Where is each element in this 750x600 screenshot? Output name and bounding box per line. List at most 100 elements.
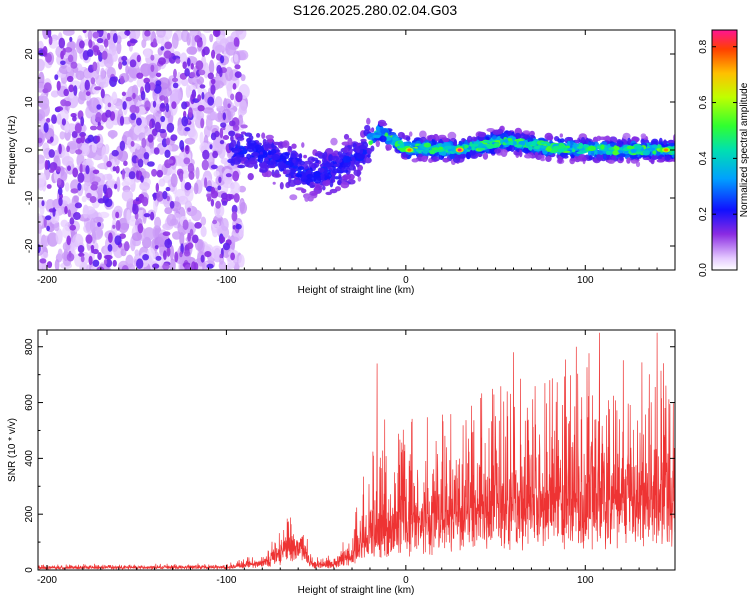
spectrogram-signal-blob [626, 145, 635, 150]
spectrogram-noise-blob [97, 222, 102, 227]
spectrogram-signal-blob [664, 155, 671, 161]
spectrogram-signal-blob [611, 155, 617, 160]
spectrogram-signal-blob [408, 131, 413, 137]
spectrogram-signal-blob [557, 155, 563, 164]
spectrogram-signal-blob [469, 141, 473, 147]
snr-x-tick-label: -100 [216, 575, 236, 586]
spectrogram-signal-blob [236, 136, 245, 141]
spectrogram-noise-blob [72, 115, 77, 122]
spectrogram-signal-blob [464, 144, 469, 149]
spectrogram-noise-blob [143, 77, 150, 84]
spectrogram-noise-blob [82, 30, 87, 34]
spectrogram-noise-blob [206, 193, 212, 198]
spectrogram-signal-blob [366, 117, 371, 125]
spectrogram-noise-blob [46, 117, 51, 123]
spectrogram-signal-blob [485, 136, 490, 141]
spectrogram-noise-blob [107, 178, 116, 189]
spectrogram-signal-blob [353, 169, 362, 177]
spectrogram-signal-blob [317, 167, 325, 174]
spectrogram-signal-blob [650, 138, 659, 147]
spectrogram-signal-blob [449, 152, 455, 160]
spectrogram-signal-blob [560, 138, 565, 143]
spectrogram-signal-blob [305, 180, 311, 185]
spectrogram-noise-blob [88, 39, 93, 48]
spectrogram-signal-blob [372, 134, 382, 139]
spectrogram-signal-blob [477, 131, 487, 138]
spectrogram-x-tick-label: 100 [577, 275, 594, 286]
spectrogram-signal-blob [562, 155, 569, 159]
spectrogram-noise-blob [85, 234, 93, 244]
spectrogram-signal-blob [346, 173, 355, 181]
spectrogram-noise-blob [136, 117, 142, 126]
spectrogram-noise-blob [189, 228, 194, 236]
spectrogram-noise-blob [122, 168, 125, 180]
spectrogram-noise-blob [67, 209, 72, 218]
spectrogram-y-ticks: -20 -10 0 10 20 [24, 29, 675, 271]
spectrogram-noise-blob [116, 35, 122, 45]
spectrogram-noise-blob [94, 86, 102, 91]
spectrogram-noise-blob [197, 94, 202, 102]
spectrogram-signal-blob [539, 145, 548, 149]
spectrogram-signal-blob [652, 150, 657, 155]
spectrogram-noise-blob [158, 147, 165, 155]
snr-x-tick-label: 100 [577, 575, 594, 586]
snr-series-line [38, 332, 675, 570]
spectrogram-noise-blob [118, 61, 123, 70]
spectrogram-signal-blob [323, 163, 333, 168]
spectrogram-noise-blob [85, 91, 91, 96]
snr-x-tick-label: 0 [403, 575, 409, 586]
spectrogram-noise-blob [59, 131, 66, 140]
spectrogram-signal-blob [340, 181, 350, 189]
spectrogram-noise-blob [186, 46, 198, 55]
spectrogram-noise-blob [68, 250, 72, 258]
colorbar-tick-label: 0.2 [698, 207, 709, 221]
spectrogram-noise-blob [184, 127, 191, 132]
spectrogram-noise-blob [165, 102, 170, 113]
colorbar-gradient [711, 29, 738, 271]
spectrogram-noise-blob [67, 54, 74, 63]
spectrogram-noise-blob [164, 149, 171, 158]
spectrogram-noise-blob [55, 228, 63, 245]
spectrogram-signal-blob [295, 173, 303, 178]
spectrogram-signal-blob [356, 153, 366, 160]
spectrogram-signal-blob [675, 152, 681, 160]
spectrogram-signal-blob [352, 142, 357, 149]
spectrogram-noise-blob [101, 50, 108, 60]
spectrogram-noise-blob [147, 161, 155, 167]
spectrogram-noise-blob [143, 227, 156, 241]
spectrogram-noise-blob [202, 30, 212, 34]
spectrogram-noise-blob [199, 142, 210, 153]
spectrogram-signal-blob [482, 152, 489, 160]
spectrogram-noise-blob [208, 59, 215, 75]
spectrogram-signal-blob [546, 146, 552, 152]
spectrogram-signal-blob [271, 148, 277, 153]
spectrogram-signal-blob [656, 144, 662, 149]
spectrogram-noise-blob [85, 221, 92, 232]
spectrogram-noise-blob [154, 216, 162, 229]
spectrogram-signal-blob [334, 176, 340, 180]
spectrogram-noise-blob [38, 158, 46, 170]
spectrogram-noise-blob [53, 222, 60, 232]
spectrogram-noise-blob [114, 183, 118, 190]
spectrogram-x-tick-label: -200 [37, 275, 57, 286]
spectrogram-noise-blob [111, 51, 118, 62]
spectrogram-noise-blob [164, 238, 173, 249]
spectrogram-signal-blob [256, 133, 261, 138]
spectrogram-signal-blob [259, 161, 267, 169]
spectrogram-noise-blob [86, 192, 92, 199]
spectrogram-signal-blob [518, 149, 523, 158]
spectrogram-noise-blob [80, 116, 85, 127]
spectrogram-noise-blob [73, 195, 80, 203]
spectrogram-noise-blob [43, 122, 49, 133]
spectrogram-signal-blob [366, 133, 376, 140]
spectrogram-noise-blob [202, 46, 210, 56]
spectrogram-signal-blob [301, 142, 305, 148]
spectrogram-signal-blob [229, 120, 236, 127]
spectrogram-x-tick-label: -100 [216, 275, 236, 286]
spectrogram-noise-blob [39, 258, 47, 264]
spectrogram-signal-blob [264, 170, 272, 178]
spectrogram-noise-blob [204, 251, 212, 258]
spectrogram-noise-blob [116, 176, 121, 192]
spectrogram-noise-blob [166, 122, 175, 133]
